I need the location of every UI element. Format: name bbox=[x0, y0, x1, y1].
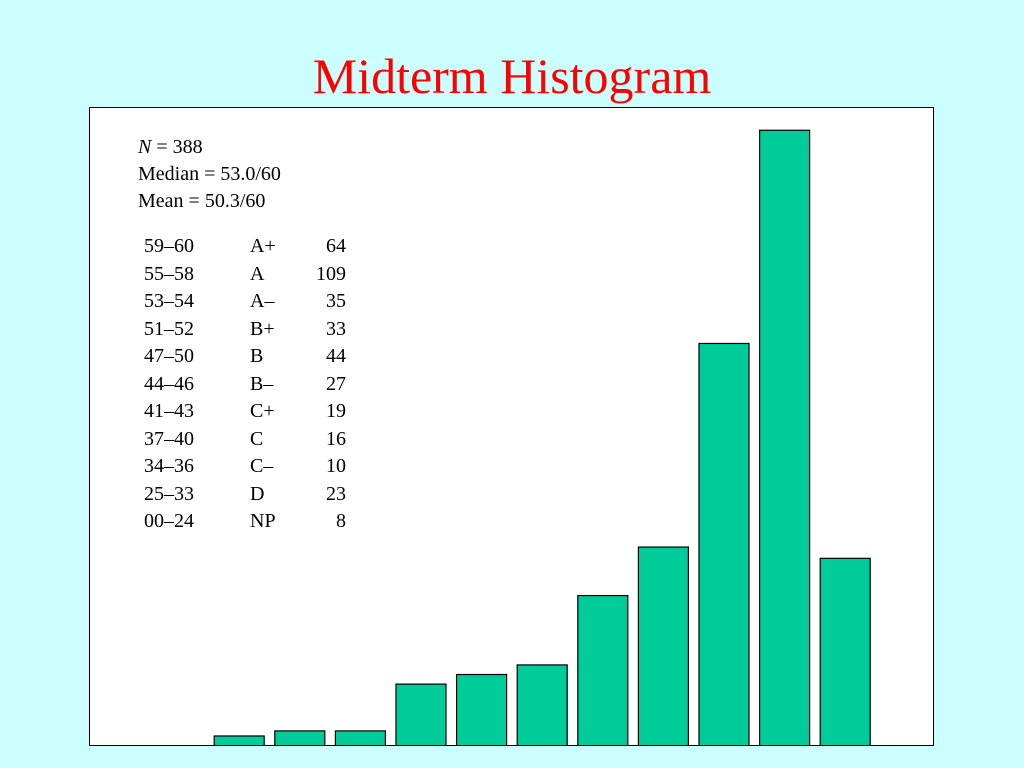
grade-count: 33 bbox=[326, 317, 346, 340]
grade-range: 25–33 bbox=[144, 482, 194, 505]
histogram-bar bbox=[274, 730, 326, 745]
grade-row: 59–60 A+ 64 bbox=[144, 233, 346, 261]
histogram-bar bbox=[213, 735, 265, 745]
histogram-chart bbox=[213, 129, 871, 745]
histogram-bar bbox=[577, 594, 629, 745]
grade-range: 44–46 bbox=[144, 372, 194, 395]
grade-count: 35 bbox=[326, 290, 346, 312]
grade-distribution-table: 59–60 A+ 64 55–58 A 109 53–54 A– 35 51–52 B+ 33 47–5… bbox=[144, 233, 346, 536]
grade-row: 44–46 B– 27 bbox=[144, 371, 346, 399]
n-value: = 388 bbox=[151, 136, 203, 158]
histogram-bar bbox=[698, 342, 750, 745]
grade-letter: C– bbox=[250, 455, 274, 477]
grade-range: 00–24 bbox=[144, 510, 194, 532]
histogram-bar bbox=[456, 673, 508, 745]
grade-range: 47–50 bbox=[144, 345, 194, 367]
grade-count: 8 bbox=[336, 510, 346, 532]
grade-row: 51–52 B+ 33 bbox=[144, 316, 346, 344]
grade-row: 47–50 B 44 bbox=[144, 343, 346, 371]
grade-row: 41–43 C+ 19 bbox=[144, 398, 346, 426]
grade-range: 41–43 bbox=[144, 400, 194, 422]
grade-row: 25–33 D 23 bbox=[144, 481, 346, 509]
grade-range: 53–54 bbox=[144, 290, 194, 312]
grade-count: 10 bbox=[326, 455, 346, 477]
page-title: Midterm Histogram bbox=[312, 48, 712, 104]
histogram-bar bbox=[516, 664, 568, 745]
grade-letter: A bbox=[250, 262, 265, 285]
grade-letter: D bbox=[250, 482, 265, 505]
grade-range: 37–40 bbox=[144, 427, 194, 450]
grade-count: 64 bbox=[326, 235, 346, 257]
grade-letter: B– bbox=[250, 372, 274, 395]
histogram-bar bbox=[334, 730, 386, 745]
grade-count: 27 bbox=[326, 372, 346, 395]
grade-range: 55–58 bbox=[144, 262, 194, 285]
grade-row: 37–40 C 16 bbox=[144, 426, 346, 454]
grade-count: 109 bbox=[316, 262, 346, 285]
grade-row: 55–58 A 109 bbox=[144, 261, 346, 289]
grade-range: 59–60 bbox=[144, 235, 194, 257]
grade-count: 44 bbox=[326, 345, 346, 367]
grade-letter: A– bbox=[250, 290, 275, 312]
histogram-bar bbox=[637, 546, 690, 745]
count-stat: N = 388 bbox=[138, 134, 281, 161]
grade-letter: B bbox=[250, 345, 264, 367]
grade-letter: B+ bbox=[250, 317, 275, 340]
n-label: N bbox=[138, 136, 152, 158]
grade-letter: C+ bbox=[250, 400, 275, 422]
grade-letter: NP bbox=[250, 510, 276, 532]
grade-letter: A+ bbox=[250, 235, 276, 257]
histogram-bar bbox=[395, 683, 447, 745]
grade-row: 34–36 C– 10 bbox=[144, 453, 346, 481]
grade-letter: C bbox=[250, 427, 264, 450]
grade-range: 34–36 bbox=[144, 455, 194, 477]
median-stat: Median = 53.0/60 bbox=[138, 163, 281, 185]
histogram-plot-area: N = 388 Median = 53.0/60 Mean = 50.3/60 … bbox=[89, 107, 934, 746]
histogram-bar bbox=[758, 129, 811, 745]
grade-range: 51–52 bbox=[144, 317, 194, 340]
grade-count: 16 bbox=[326, 427, 346, 450]
grade-count: 19 bbox=[326, 400, 346, 422]
mean-stat: Mean = 50.3/60 bbox=[138, 190, 266, 212]
grade-row: 00–24 NP 8 bbox=[144, 508, 346, 536]
grade-row: 53–54 A– 35 bbox=[144, 288, 346, 316]
summary-stats: N = 388 Median = 53.0/60 Mean = 50.3/60 bbox=[138, 134, 281, 215]
grade-count: 23 bbox=[326, 482, 346, 505]
histogram-bar bbox=[819, 557, 871, 745]
